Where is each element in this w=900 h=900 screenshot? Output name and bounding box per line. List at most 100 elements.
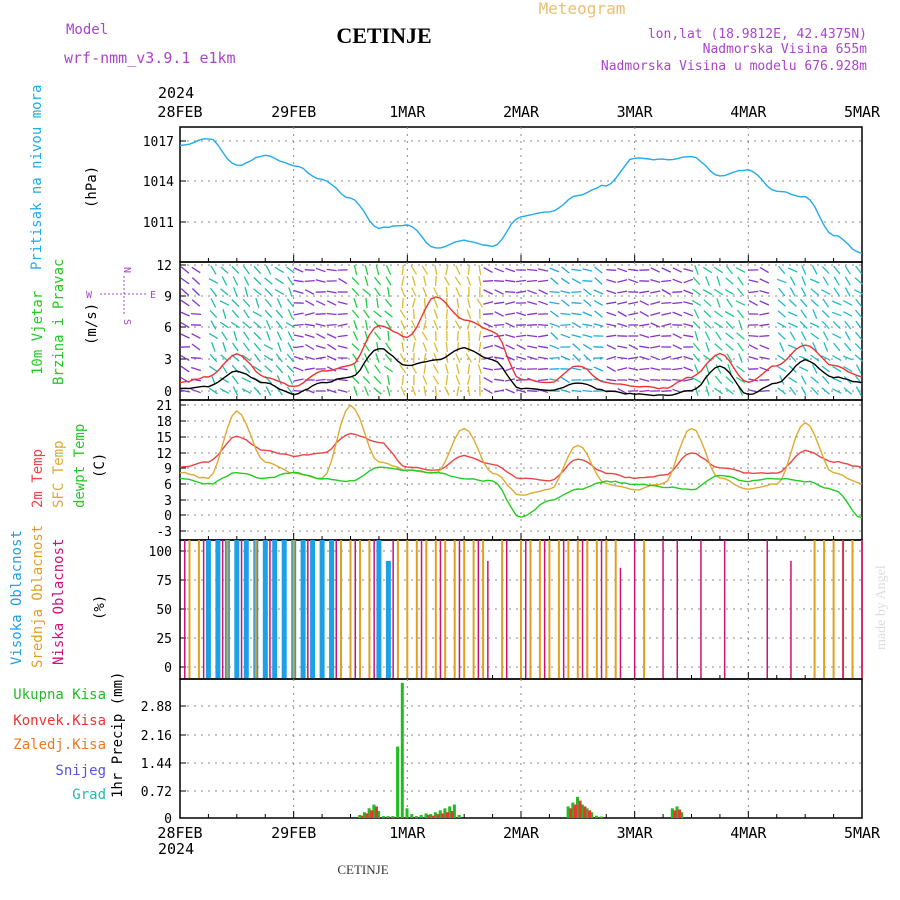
wind-arrow: [650, 322, 661, 328]
wind-arrow: [180, 321, 190, 329]
wind-arrow: [386, 386, 391, 396]
wind-arrow: [833, 287, 841, 297]
wind-arrow: [855, 265, 863, 275]
wind-arrow: [759, 334, 770, 338]
wind-arrow: [337, 367, 348, 371]
wind-arrow: [433, 309, 439, 319]
wind-arrow: [759, 266, 769, 274]
wind-arrow: [421, 331, 429, 341]
wind-arrow: [505, 333, 516, 339]
wind-arrow: [411, 276, 416, 286]
wind-arrow: [759, 389, 770, 393]
wind-arrow: [230, 321, 240, 329]
wind-arrow: [180, 333, 190, 339]
wind-arrow: [363, 386, 370, 396]
wind-arrow: [549, 322, 560, 328]
wind-arrow: [362, 375, 371, 385]
wind-arrow: [550, 332, 559, 340]
wind-arrow: [243, 331, 250, 341]
wind-arrow: [232, 342, 239, 352]
wind-arrow: [843, 311, 853, 317]
wind-arrow: [593, 300, 604, 306]
wind-arrow: [692, 342, 701, 352]
pressure-unit: (hPa): [84, 166, 100, 208]
y-tick-label: 2.16: [141, 729, 172, 744]
wind-arrow: [810, 376, 820, 384]
wind-arrow: [505, 312, 516, 316]
wind-arrow: [180, 288, 190, 296]
wind-arrow: [338, 277, 348, 285]
wind-arrow: [705, 364, 710, 374]
wind-arrow: [639, 378, 650, 382]
wind-arrow: [494, 334, 505, 338]
wind-arrow: [412, 352, 415, 364]
wind-arrow: [351, 276, 360, 286]
cloud-bar-niska-oblacnost: [662, 540, 664, 679]
wind-arrow: [661, 267, 672, 273]
wind-arrow: [275, 309, 284, 319]
wind-arrow: [315, 323, 326, 327]
series-line-speed: [179, 346, 863, 397]
wind-arrow: [672, 267, 682, 273]
precip-bar-ukupna-kisa: [580, 804, 584, 818]
y-tick-label: 25: [156, 632, 172, 647]
wind-arrow: [432, 375, 440, 385]
wind-arrow: [364, 276, 369, 286]
wind-arrow: [304, 355, 315, 361]
wind-arrow: [571, 278, 582, 284]
wind-arrow: [538, 268, 549, 272]
temp-ylabel: 2m Temp: [30, 449, 46, 508]
wind-arrow: [683, 366, 694, 372]
cloud-bar-srednja-oblacnost: [614, 540, 617, 679]
wind-arrow: [352, 353, 359, 363]
wind-arrow: [650, 278, 661, 284]
model-label: Model: [66, 22, 108, 38]
wind-arrow: [208, 278, 219, 284]
wind-arrow: [326, 333, 337, 339]
wind-arrow: [823, 342, 829, 352]
precip-bar-ukupna-kisa: [429, 814, 433, 818]
wind-arrow: [855, 320, 863, 330]
wind-arrow: [434, 264, 438, 276]
wind-arrow: [351, 287, 360, 297]
wind-arrow: [191, 343, 201, 351]
wind-arrow: [287, 342, 294, 352]
wind-arrow: [549, 344, 560, 350]
wind-arrow: [683, 289, 694, 295]
wind-arrow: [373, 276, 382, 286]
wind-arrow: [410, 265, 418, 275]
wind-arrow: [617, 267, 628, 273]
cloud-bar-srednja-oblacnost: [463, 540, 466, 679]
precip-bar-konvek-kisa: [583, 806, 587, 818]
wind-arrow: [854, 277, 864, 285]
wind-arrow: [594, 266, 603, 274]
wind-arrow: [231, 299, 240, 307]
wind-arrow: [375, 353, 380, 363]
wind-arrow: [606, 366, 616, 372]
wind-arrow: [810, 299, 819, 307]
wind-arrow: [263, 344, 274, 350]
cloud-bar-srednja-oblacnost: [472, 540, 475, 679]
wind-arrow: [748, 378, 759, 382]
wind-arrow: [422, 375, 428, 385]
wind-arrow: [693, 364, 700, 374]
wind-arrow: [423, 385, 427, 397]
wind-arrow: [832, 388, 842, 394]
wind-arrow: [582, 280, 593, 282]
wind-arrow: [373, 387, 382, 395]
wind-arrow: [467, 264, 471, 276]
wind-arrow: [287, 331, 294, 341]
wind-arrow: [571, 312, 582, 316]
wind-arrow: [538, 300, 549, 306]
wind-arrow: [822, 331, 829, 341]
wind-arrow: [725, 277, 734, 285]
wind-arrow: [606, 344, 616, 350]
wind-arrow: [800, 331, 807, 341]
wind-arrow: [538, 368, 549, 370]
wind-arrow: [628, 378, 639, 382]
wind-arrow: [494, 356, 505, 360]
cloud-bar-srednja-oblacnost: [425, 540, 428, 679]
wind-arrow: [843, 366, 853, 372]
precip-bar-konvek-kisa: [446, 812, 449, 818]
